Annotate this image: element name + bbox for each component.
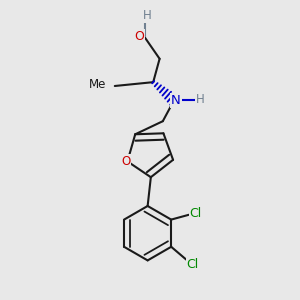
Text: H: H: [196, 93, 205, 106]
Text: H: H: [142, 9, 151, 22]
Text: N: N: [171, 94, 181, 107]
Text: Cl: Cl: [187, 258, 199, 271]
Text: O: O: [121, 155, 130, 168]
Text: Cl: Cl: [190, 207, 202, 220]
Text: O: O: [134, 30, 144, 43]
Text: Me: Me: [88, 78, 106, 91]
